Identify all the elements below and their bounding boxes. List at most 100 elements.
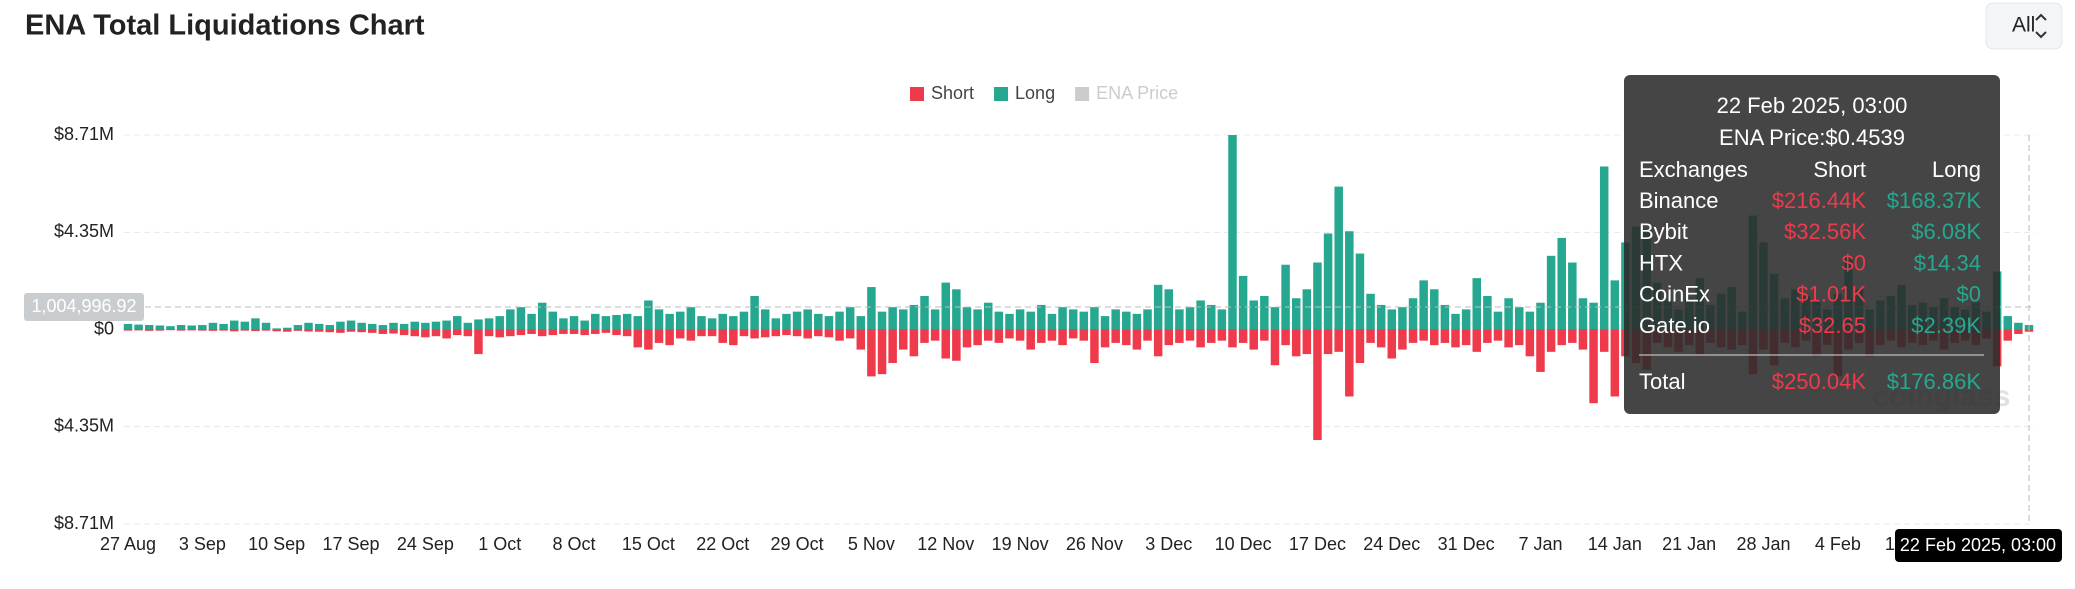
x-tick-label: 27 Aug <box>100 534 156 554</box>
tooltip-header: Exchanges <box>1639 157 1748 182</box>
bar <box>591 329 600 334</box>
bar <box>718 329 727 343</box>
tooltip-cell: $0 <box>1842 250 1866 275</box>
bar <box>729 316 738 330</box>
bar <box>1015 309 1025 330</box>
bar <box>888 307 897 330</box>
bar <box>261 329 271 331</box>
bar <box>580 320 589 330</box>
bar <box>707 329 717 337</box>
bar <box>1610 280 1620 330</box>
bar <box>845 329 855 339</box>
bar <box>1557 329 1566 346</box>
bar <box>1610 329 1620 397</box>
bar <box>421 329 430 338</box>
bar <box>1005 313 1014 330</box>
crosshair-y-label: 1,004,996.92 <box>31 296 136 316</box>
bar <box>399 329 409 336</box>
bar <box>1525 311 1535 330</box>
bar <box>283 327 292 330</box>
bar <box>899 329 908 350</box>
bar <box>208 322 218 330</box>
x-tick-label: 7 Jan <box>1518 534 1562 554</box>
x-tick-label: 24 Sep <box>397 534 454 554</box>
bar <box>1408 298 1418 330</box>
bar <box>654 329 664 343</box>
tooltip-cell: $250.04K <box>1772 369 1867 394</box>
bar <box>1546 329 1556 352</box>
bar <box>1313 262 1322 330</box>
range-button-label[interactable]: All <box>2012 14 2035 37</box>
x-tick-label: 14 Jan <box>1588 534 1642 554</box>
y-tick-label: $0 <box>94 318 114 338</box>
bar <box>1228 329 1237 348</box>
bar <box>2003 316 2013 330</box>
bar <box>994 329 1004 343</box>
bar <box>1217 309 1227 330</box>
bar <box>134 329 143 331</box>
x-tick-label: 5 Nov <box>848 534 895 554</box>
bar <box>962 329 972 348</box>
x-tick-label: 1 Oct <box>478 534 521 554</box>
y-tick-label: $8.71M <box>54 124 114 144</box>
bar <box>760 309 770 330</box>
bar <box>537 329 547 337</box>
bar <box>2003 329 2013 341</box>
x-tick-label: 3 Sep <box>179 534 226 554</box>
bar <box>1461 309 1471 330</box>
bar <box>1408 329 1418 343</box>
x-tick-label: 8 Oct <box>553 534 596 554</box>
bar <box>304 329 313 332</box>
bar <box>506 309 515 330</box>
bar <box>537 302 547 330</box>
bar <box>1302 329 1312 355</box>
bar <box>1483 329 1492 343</box>
tooltip-cell: $2.39K <box>1911 313 1981 338</box>
bar <box>1068 329 1078 339</box>
bar <box>718 313 727 330</box>
bar <box>1122 329 1131 346</box>
bar <box>952 289 961 330</box>
bar <box>612 314 621 330</box>
bar <box>1430 329 1439 346</box>
bar <box>909 304 919 330</box>
bar <box>1440 329 1450 343</box>
legend-swatch <box>910 87 924 101</box>
bar <box>1440 304 1450 330</box>
bar <box>1260 296 1269 330</box>
bar <box>1419 280 1428 330</box>
bar <box>251 329 260 332</box>
bar <box>771 329 781 337</box>
bar <box>198 325 207 330</box>
bar <box>877 311 887 330</box>
bar <box>155 329 165 331</box>
range-button[interactable] <box>1985 2 2063 50</box>
bar <box>739 311 749 330</box>
bar <box>707 318 717 330</box>
bar <box>1100 316 1110 330</box>
bar <box>1196 329 1205 348</box>
bar <box>463 329 473 337</box>
bar <box>484 318 494 330</box>
bar <box>2014 329 2023 334</box>
bar <box>1546 255 1556 330</box>
bar <box>824 316 834 330</box>
bar <box>378 325 388 330</box>
bar <box>2014 322 2023 330</box>
bar <box>325 325 335 330</box>
bar <box>357 322 366 330</box>
tooltip-cell: HTX <box>1639 250 1683 275</box>
bar <box>314 323 324 330</box>
bar <box>1270 307 1280 330</box>
bar <box>675 311 685 330</box>
bar <box>272 329 281 332</box>
bar <box>1398 307 1407 330</box>
bar <box>1111 329 1120 343</box>
bar <box>357 329 366 333</box>
bar <box>1557 237 1566 330</box>
bar <box>1058 307 1067 330</box>
bar <box>824 329 834 338</box>
bar <box>1578 329 1588 350</box>
bar <box>1493 329 1503 341</box>
bar <box>1079 311 1089 330</box>
